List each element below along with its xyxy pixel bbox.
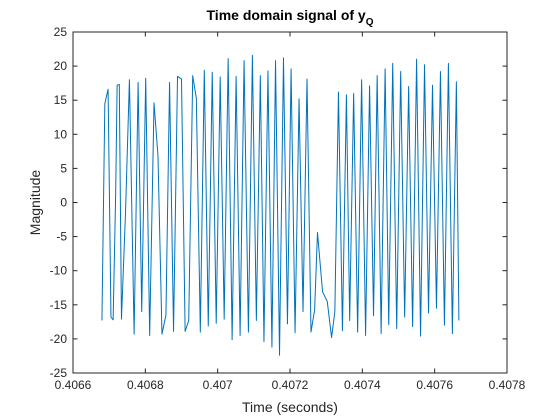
- y-tick-label: -10: [50, 264, 68, 278]
- x-tick-label: 0.4068: [127, 378, 164, 392]
- x-tick-label: 0.4078: [489, 378, 526, 392]
- y-tick-label: -25: [50, 366, 68, 380]
- y-tick-label: -20: [50, 332, 68, 346]
- x-axis-label: Time (seconds): [242, 399, 338, 415]
- y-tick-label: 0: [60, 196, 67, 210]
- y-tick-label: 15: [54, 93, 68, 107]
- x-tick-label: 0.4066: [55, 378, 92, 392]
- y-axis-label: Magnitude: [27, 170, 43, 236]
- y-tick-label: -5: [56, 230, 67, 244]
- chart-title-main: Time domain signal of y: [207, 7, 366, 23]
- x-tick-label: 0.4076: [416, 378, 453, 392]
- chart-title-subscript: Q: [366, 17, 374, 28]
- y-tick-label: 25: [54, 25, 68, 39]
- y-tick-label: 10: [54, 127, 68, 141]
- x-tick-label: 0.4072: [272, 378, 309, 392]
- y-tick-label: -15: [50, 298, 68, 312]
- y-tick-label: 20: [54, 59, 68, 73]
- x-tick-label: 0.407: [203, 378, 233, 392]
- x-tick-label: 0.4074: [344, 378, 381, 392]
- y-tick-label: 5: [60, 161, 67, 175]
